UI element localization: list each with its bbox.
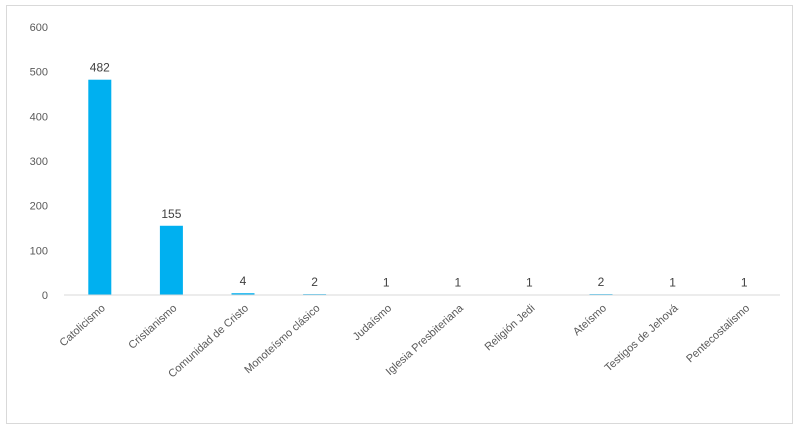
data-label: 4 [240,274,247,288]
data-label: 1 [454,276,461,290]
bars [88,79,756,295]
x-tick-label: Pentecostalismo [684,302,752,365]
bar [88,79,112,295]
data-label: 155 [161,207,181,221]
chart-area [6,5,793,424]
data-label: 482 [90,61,110,75]
y-tick-label: 0 [42,290,48,302]
y-tick-label: 500 [30,67,48,79]
y-axis: 0 100 200 300 400 500 600 [30,22,48,302]
y-tick-label: 200 [30,201,48,213]
x-tick-label: Monoteísmo clásico [242,302,322,376]
x-tick-label: Judaísmo [351,302,394,343]
x-tick-label: Religión Jedi [483,302,538,353]
bar [159,225,183,295]
data-label: 1 [383,276,390,290]
bar [231,293,255,295]
y-tick-label: 600 [30,22,48,34]
x-tick-label: Testigos de Jehová [603,302,682,375]
data-label: 2 [598,275,605,289]
data-labels: 482 155 4 2 1 1 1 2 1 1 [90,61,748,290]
x-tick-label: Comunidad de Cristo [166,302,251,380]
x-tick-label: Cristianismo [126,302,179,351]
data-label: 1 [741,276,748,290]
data-label: 1 [526,276,533,290]
y-tick-label: 300 [30,156,48,168]
x-tick-label: Ateísmo [571,302,609,338]
y-tick-label: 400 [30,111,48,123]
y-tick-label: 100 [30,245,48,257]
x-tick-label: Iglesia Presbiteriana [384,302,467,378]
x-tick-label: Catolicismo [58,302,108,349]
data-label: 1 [669,276,676,290]
data-label: 2 [311,275,318,289]
